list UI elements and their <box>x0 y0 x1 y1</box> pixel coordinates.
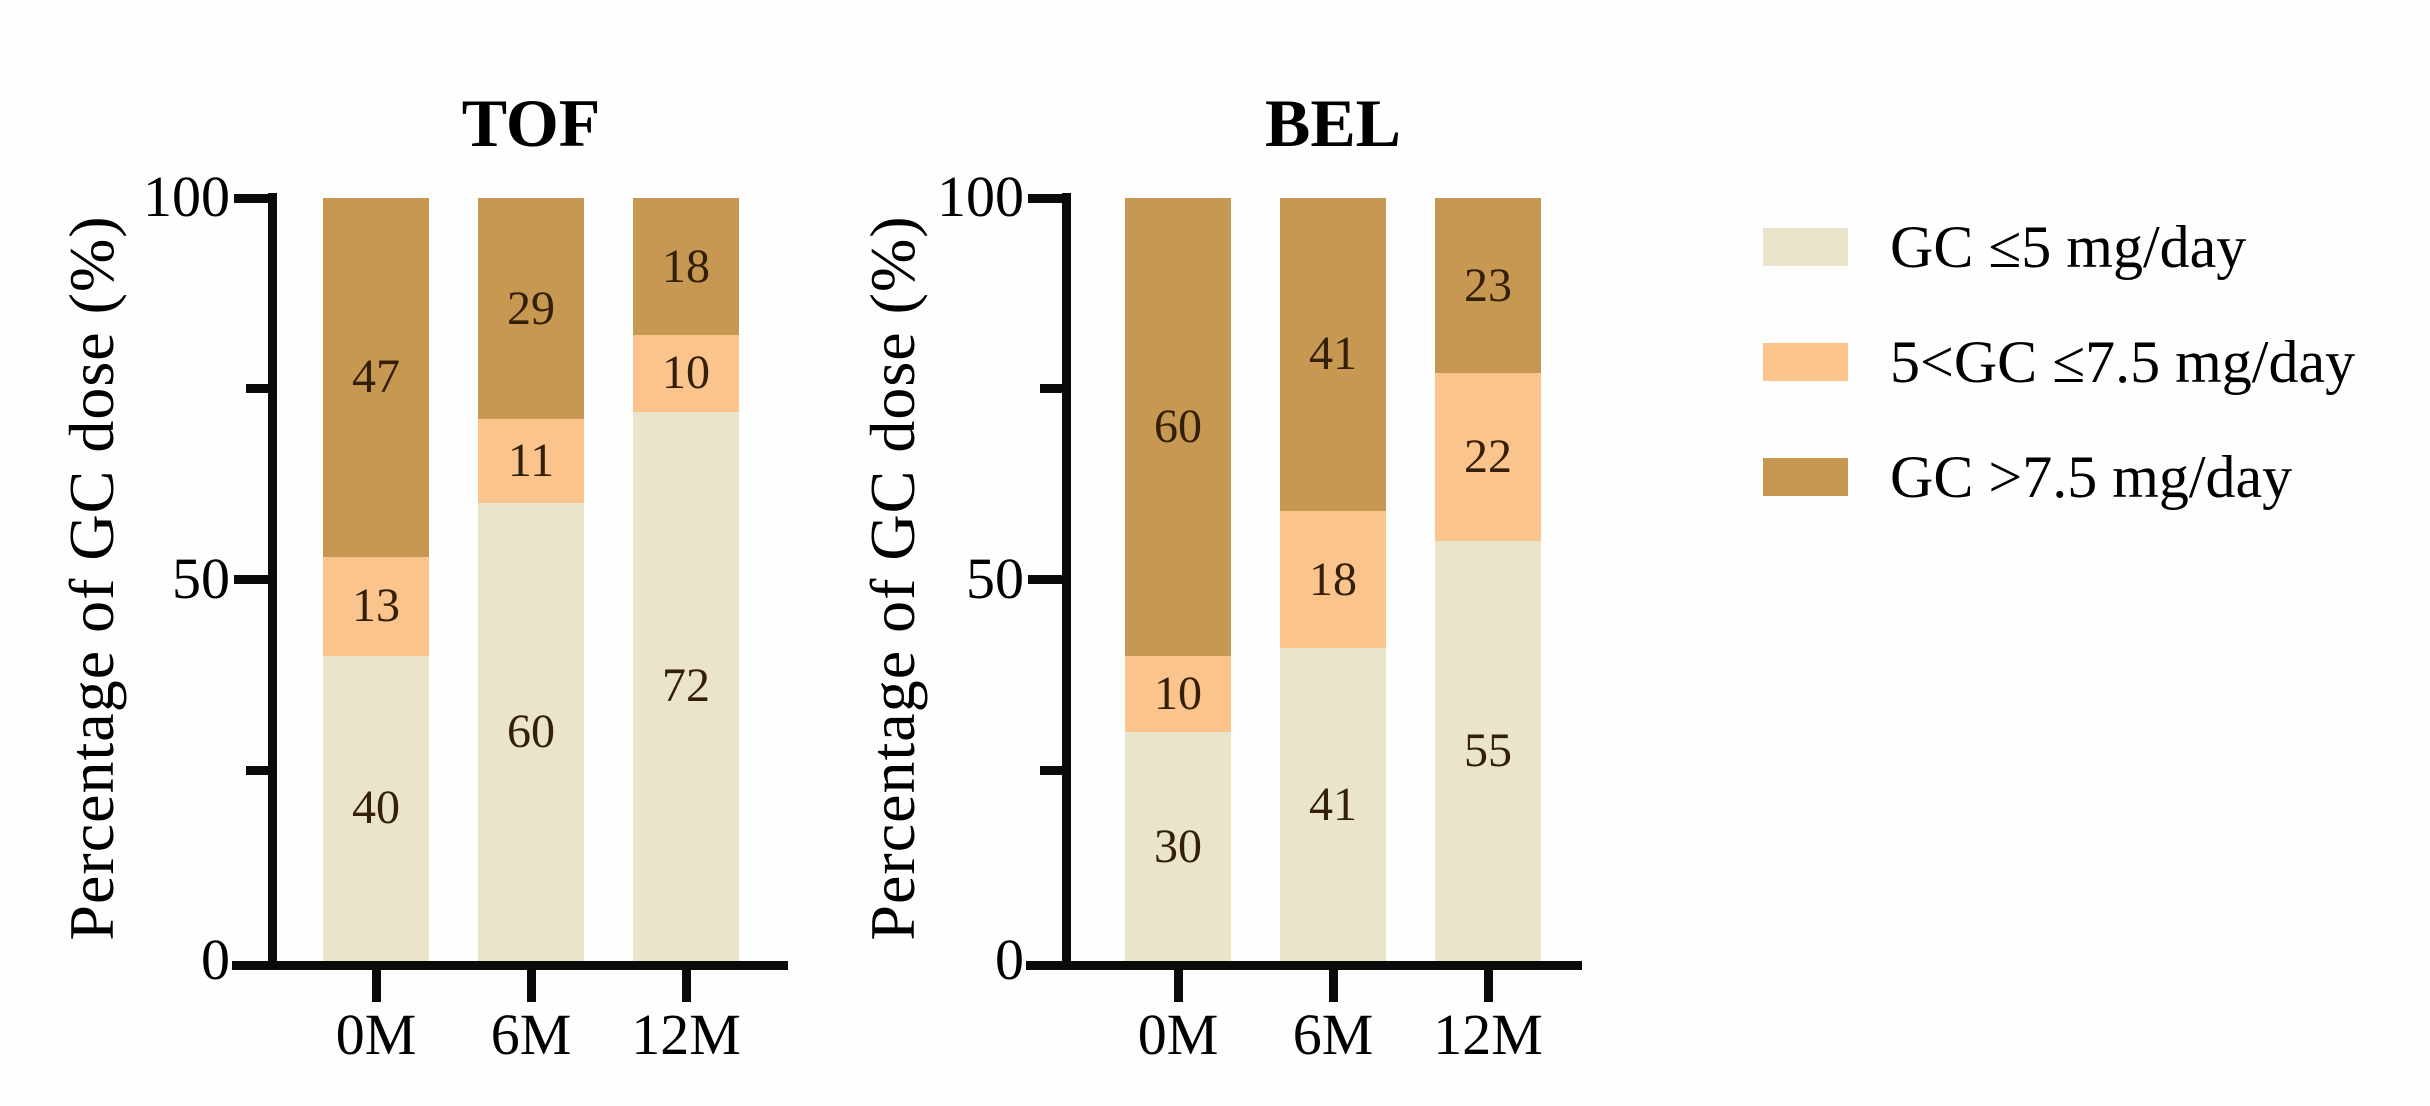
bar-value-label: 23 <box>1464 258 1512 312</box>
bar-segment-5to7p5 <box>1280 510 1386 649</box>
y-tick-minor <box>1040 765 1062 775</box>
y-tick-label: 50 <box>172 545 230 611</box>
y-tick-major <box>1028 575 1062 584</box>
y-tick-label: 100 <box>937 163 1024 229</box>
bar-segment-5to7p5 <box>478 419 584 504</box>
bar-value-label: 22 <box>1464 430 1512 484</box>
y-tick-minor <box>246 384 268 394</box>
y-tick-label: 50 <box>966 545 1024 611</box>
legend-label-le5: GC ≤5 mg/day <box>1890 214 2247 280</box>
bar-segment-5to7p5 <box>323 556 429 656</box>
bar-value-label: 72 <box>662 659 710 713</box>
legend-label-5to7p5: 5<GC ≤7.5 mg/day <box>1890 329 2356 395</box>
bar-segment-le5 <box>478 503 584 961</box>
y-tick-minor <box>246 765 268 775</box>
y-tick-major <box>234 575 268 584</box>
y-tick-label: 0 <box>201 926 230 992</box>
bar-value-label: 10 <box>662 346 710 400</box>
bar-value-label: 18 <box>1309 552 1357 606</box>
x-tick-label: 0M <box>335 1002 417 1067</box>
bar-segment-5to7p5 <box>1125 655 1231 733</box>
chart-title-tof: TOF <box>461 85 601 162</box>
bar-segment-le5 <box>1280 648 1386 961</box>
legend-swatch-le5 <box>1763 228 1848 266</box>
bar-segment-gt7p5 <box>478 198 584 420</box>
bar-value-label: 60 <box>507 705 555 759</box>
bar-segment-5to7p5 <box>633 335 739 412</box>
x-tick-label: 12M <box>1433 1002 1543 1067</box>
bar-segment-gt7p5 <box>633 198 739 336</box>
x-tick <box>1173 970 1183 1002</box>
bar-value-label: 41 <box>1309 327 1357 381</box>
bar-value-label: 47 <box>352 350 400 404</box>
bar-segment-le5 <box>323 655 429 961</box>
bar-segment-gt7p5 <box>323 198 429 557</box>
bar-value-label: 55 <box>1464 724 1512 778</box>
x-tick <box>526 970 536 1002</box>
x-axis-line-tof <box>232 961 788 970</box>
bar-value-label: 11 <box>507 434 555 488</box>
y-tick-minor <box>1040 384 1062 394</box>
x-tick-label: 6M <box>1292 1002 1374 1067</box>
y-axis-line-tof <box>268 193 277 970</box>
bar-value-label: 60 <box>1154 399 1202 453</box>
bar-segment-gt7p5 <box>1125 198 1231 656</box>
bar-segment-le5 <box>1125 732 1231 961</box>
y-tick-label: 0 <box>995 926 1024 992</box>
x-tick-label: 0M <box>1137 1002 1219 1067</box>
x-tick <box>371 970 381 1002</box>
y-axis-line-bel <box>1062 193 1071 970</box>
x-axis-line-bel <box>1026 961 1582 970</box>
bar-value-label: 29 <box>507 281 555 335</box>
chart-title-bel: BEL <box>1264 85 1402 162</box>
bar-value-label: 10 <box>1154 666 1202 720</box>
x-tick-label: 12M <box>631 1002 741 1067</box>
legend-label-gt7p5: GC >7.5 mg/day <box>1890 444 2293 510</box>
x-tick <box>1483 970 1493 1002</box>
legend-swatch-gt7p5 <box>1763 458 1848 496</box>
bar-value-label: 18 <box>662 239 710 293</box>
y-tick-label: 100 <box>143 163 230 229</box>
bar-segment-le5 <box>633 411 739 961</box>
x-tick <box>681 970 691 1002</box>
bar-segment-gt7p5 <box>1280 198 1386 511</box>
bar-value-label: 13 <box>352 579 400 633</box>
bar-value-label: 41 <box>1309 777 1357 831</box>
y-tick-major <box>234 193 268 203</box>
bar-value-label: 30 <box>1154 819 1202 873</box>
x-tick <box>1328 970 1338 1002</box>
bar-segment-le5 <box>1435 541 1541 961</box>
y-tick-major <box>1028 193 1062 203</box>
x-tick-label: 6M <box>490 1002 572 1067</box>
bar-segment-gt7p5 <box>1435 198 1541 374</box>
bar-value-label: 40 <box>352 781 400 835</box>
legend-swatch-5to7p5 <box>1763 343 1848 381</box>
bar-segment-5to7p5 <box>1435 373 1541 542</box>
